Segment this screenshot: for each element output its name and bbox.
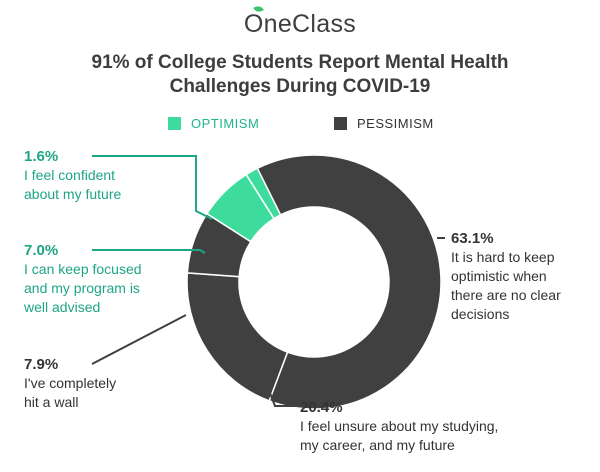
slice-0-text-line-1: It is hard to keep [451,249,555,265]
slice-3-value-label: 7.0% [24,242,59,259]
chart-title: 91% of College Students Report Mental He… [40,51,560,99]
slice-3-text-line-2: and my program is [24,280,140,296]
annotation-slice-4: 1.6% I feel confident about my future [24,147,121,204]
brand-logo: OneClass [0,4,600,39]
leader-line-slice-3 [92,249,206,254]
legend-item-pessimism: PESSIMISM [334,116,434,131]
chart-title-line-2: Challenges During COVID-19 [169,76,431,97]
annotation-slice-0: 63.1% It is hard to keep optimistic when… [451,229,561,324]
slice-0-text-line-2: optimistic when [451,268,547,284]
donut-slice-1 [186,272,289,402]
slice-3-text-line-3: well advised [24,299,101,315]
legend-label-optimism: OPTIMISM [191,116,260,131]
slice-0-text-line-4: decisions [451,306,510,322]
legend-swatch-pessimism [334,117,347,130]
slice-2-text-line-1: I've completely [24,375,117,391]
donut-slice-0 [256,154,442,410]
slice-2-value-label: 7.9% [24,356,59,373]
legend-label-pessimism: PESSIMISM [357,116,434,131]
annotation-slice-3: 7.0% I can keep focused and my program i… [24,241,142,317]
leader-line-slice-1 [269,392,296,407]
slice-4-value-label: 1.6% [24,148,59,165]
slice-2-text-line-2: hit a wall [24,394,79,410]
slice-1-text-line-2: my career, and my future [300,437,455,453]
annotation-slice-1: 20.4% I feel unsure about my studying, m… [300,398,498,455]
slice-0-text-line-3: there are no clear [451,287,561,303]
chart-title-line-1: 91% of College Students Report Mental He… [91,52,509,73]
leader-line-slice-2 [91,314,187,365]
slice-3-text-line-1: I can keep focused [24,261,142,277]
slice-1-text-line-1: I feel unsure about my studying, [300,418,499,434]
legend-swatch-optimism [168,117,181,130]
donut-slice-4 [245,167,282,220]
slice-4-text-line-2: about my future [24,186,122,202]
slice-4-text-line-1: I feel confident [24,167,116,183]
brand-name: OneClass [243,10,357,38]
slice-1-value-label: 20.4% [300,399,343,416]
annotation-slice-2: 7.9% I've completely hit a wall [24,355,116,412]
chart-legend: OPTIMISM PESSIMISM [0,116,600,136]
slice-0-value-label: 63.1% [451,230,494,247]
legend-item-optimism: OPTIMISM [168,116,259,131]
leader-line-slice-4 [92,155,213,220]
